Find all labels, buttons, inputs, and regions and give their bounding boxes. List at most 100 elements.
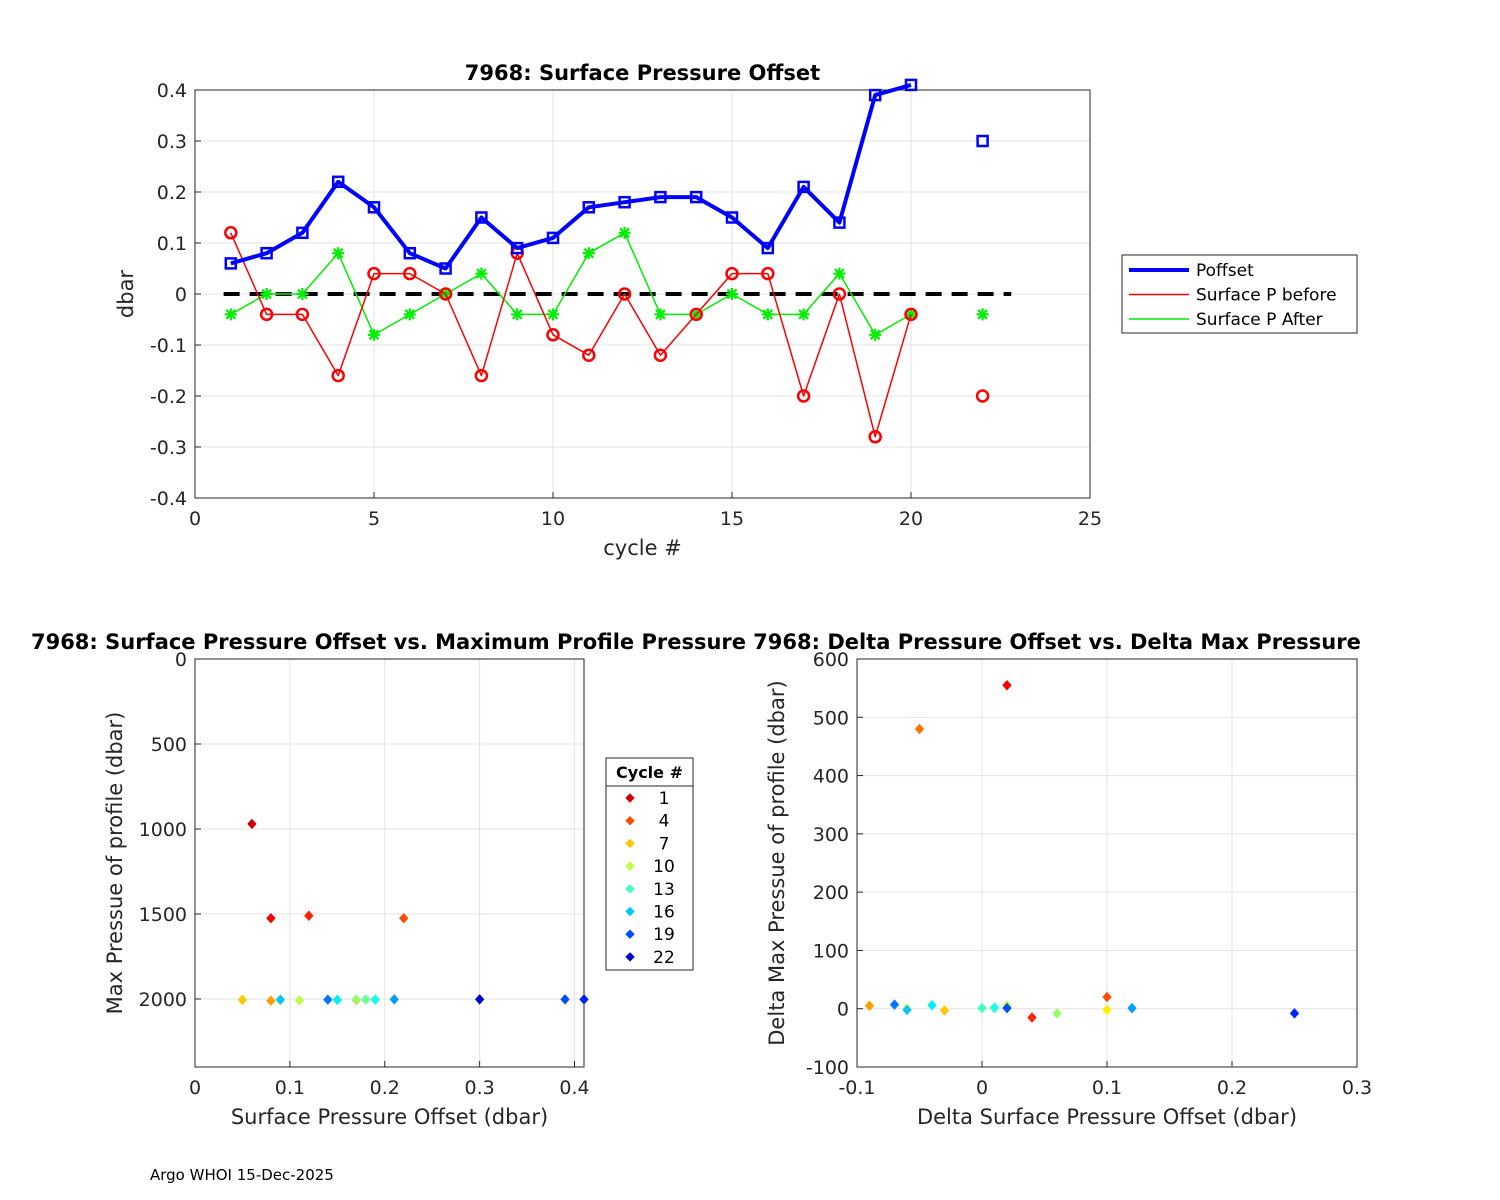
delta-chart-y-tick-label: 600: [813, 649, 849, 671]
maxp-point-cycle-17: [389, 994, 399, 1005]
maxp-point-cycle-12: [361, 994, 371, 1005]
series-surface-p-before-point: [868, 430, 882, 444]
maxp-point-cycle-3: [304, 910, 314, 921]
series-poffset-point: [296, 226, 309, 240]
series-poffset-point: [367, 201, 381, 214]
series-surface-p-after-point-stroke: [368, 329, 380, 341]
series-surface-p-after-point: [296, 288, 309, 300]
delta-chart-y-tick-label: 100: [813, 940, 849, 962]
delta-chart-axes-box: [856, 658, 1358, 1068]
offset-chart-y-tick-label: 0.1: [157, 233, 187, 255]
series-surface-p-before-point: [796, 389, 811, 403]
series-surface-p-before-point: [546, 328, 560, 342]
series-surface-p-after-point: [403, 308, 416, 321]
delta-chart-y-tick-label: 400: [813, 766, 849, 788]
series-surface-p-before-point: [403, 266, 417, 281]
series-poffset-point: [868, 88, 882, 102]
delta-point-cycle-5: [914, 723, 925, 735]
delta-point-cycle-7: [939, 1005, 950, 1016]
delta-point-cycle-20: [1289, 1008, 1300, 1019]
series-poffset-point: [761, 241, 775, 255]
maxp-point-cycle-2: [266, 912, 276, 924]
series-surface-p-before-point: [438, 287, 453, 301]
offset-chart-x-axis-label: cycle #: [603, 536, 682, 560]
delta-chart-y-tick-label: 300: [813, 824, 849, 846]
maxp-point-cycle-7: [237, 994, 248, 1006]
offset-chart-axes-box: [194, 89, 1091, 499]
maxp-point-cycle-16: [275, 994, 286, 1005]
series-surface-p-before-point: [474, 368, 489, 383]
maxp-point-cycle-20: [579, 994, 589, 1005]
legend-label-surface-p-after: Surface P After: [1196, 310, 1323, 330]
delta-point-cycle-13: [977, 1002, 987, 1014]
series-surface-p-after-point: [260, 288, 273, 300]
delta-point-cycle-19: [1002, 1002, 1012, 1014]
cycle-legend-label-4: 4: [659, 812, 670, 832]
cycle-legend-marker-7: [625, 838, 635, 849]
maxp-chart-x-axis-label: Surface Pressure Offset (dbar): [231, 1105, 548, 1129]
series-surface-p-after-point-stroke: [869, 329, 881, 341]
offset-chart-x-tick-label: 25: [1078, 508, 1102, 530]
series-poffset-point: [510, 241, 524, 255]
delta-point-cycle-17: [1127, 1002, 1137, 1014]
series-surface-p-after-point-stroke: [977, 309, 988, 320]
offset-chart-y-tick-label: -0.3: [150, 437, 187, 459]
series-surface-p-after-point: [332, 247, 345, 260]
series-surface-p-after-point: [654, 308, 667, 321]
offset-chart-y-tick-label: -0.2: [150, 386, 187, 408]
delta-chart-title: 7968: Delta Pressure Offset vs. Delta Ma…: [753, 630, 1361, 654]
series-surface-p-before-point: [689, 307, 703, 322]
series-surface-p-before-point: [582, 348, 596, 362]
series-surface-p-after-point-stroke: [583, 247, 595, 259]
series-surface-p-before-point: [653, 348, 668, 362]
series-poffset-point: [833, 216, 846, 229]
delta-chart-y-tick-label: 0: [837, 999, 849, 1021]
series-surface-p-after-point-stroke: [225, 309, 237, 320]
offset-chart-x-tick-label: 15: [720, 508, 744, 530]
cycle-legend-marker-22: [625, 952, 635, 962]
maxp-chart-x-tick-label: 0.4: [559, 1077, 589, 1099]
legend-label-poffset: Poffset: [1196, 261, 1254, 281]
series-surface-p-after-point: [475, 267, 488, 280]
offset-chart-y-tick-label: 0: [175, 284, 187, 306]
series-surface-p-after-point-stroke: [511, 309, 523, 320]
delta-point-cycle-8: [1102, 1004, 1112, 1016]
delta-chart-x-tick-label: 0.3: [1342, 1077, 1372, 1099]
delta-point-cycle-18: [889, 999, 900, 1010]
maxp-point-cycle-4: [399, 912, 409, 924]
series-surface-p-after-point: [976, 308, 989, 321]
series-surface-p-before-point: [725, 266, 739, 281]
series-surface-p-after-point: [833, 267, 846, 280]
maxp-chart-y-tick-label: 500: [151, 734, 187, 756]
series-surface-p-after-point-stroke: [762, 309, 774, 320]
series-surface-p-after-point: [224, 308, 237, 321]
series-poffset-point: [976, 134, 989, 148]
series-poffset-point: [654, 190, 667, 204]
maxp-chart-x-tick-label: 0: [189, 1077, 201, 1099]
maxp-chart-title: 7968: Surface Pressure Offset vs. Maximu…: [31, 630, 746, 654]
offset-chart-x-tick-label: 0: [189, 508, 201, 530]
maxp-point-cycle-19: [560, 994, 570, 1005]
series-poffset-point: [439, 262, 452, 275]
cycle-legend-marker-10: [625, 861, 635, 871]
series-poffset-point: [260, 246, 273, 260]
series-surface-p-after-point-stroke: [404, 309, 416, 320]
offset-chart-y-tick-label: 0.3: [157, 131, 187, 153]
offset-chart-y-tick-label: -0.1: [150, 335, 187, 357]
delta-chart-x-tick-label: 0: [976, 1077, 988, 1099]
series-surface-p-after-point: [368, 328, 380, 341]
delta-chart-x-tick-label: 0.1: [1092, 1077, 1122, 1099]
delta-chart-x-axis-label: Delta Surface Pressure Offset (dbar): [917, 1105, 1297, 1129]
maxp-point-cycle-14: [370, 994, 380, 1005]
series-poffset-point: [546, 231, 560, 245]
series-surface-p-after-point: [582, 247, 595, 260]
series-surface-p-after-point-stroke: [297, 288, 308, 300]
maxp-chart-y-tick-label: 1000: [139, 819, 187, 841]
series-surface-p-before-point: [975, 389, 990, 403]
series-poffset-point: [797, 180, 810, 194]
cycle-legend-marker-16: [625, 906, 635, 917]
series-surface-p-after-point-stroke: [726, 288, 738, 300]
delta-point-cycle-4: [1102, 991, 1112, 1003]
offset-chart-y-tick-label: -0.4: [150, 488, 187, 510]
delta-point-cycle-3: [1027, 1012, 1037, 1023]
